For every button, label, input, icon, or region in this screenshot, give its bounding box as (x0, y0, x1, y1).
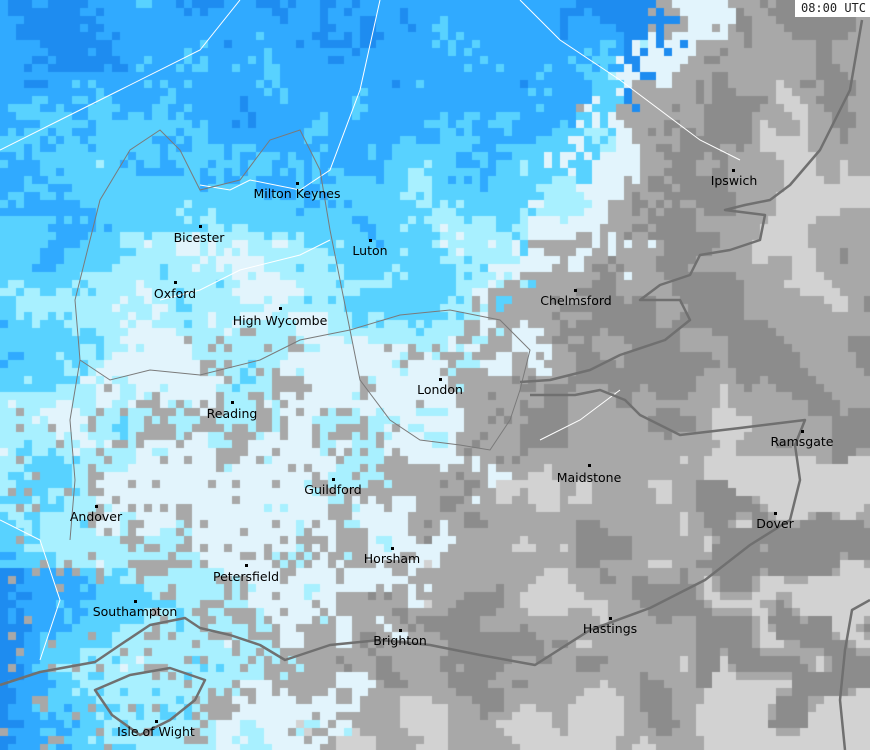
city-label-horsham: Horsham (363, 551, 421, 566)
city-marker (801, 430, 804, 433)
city-label-luton: Luton (352, 243, 388, 258)
coastline (0, 19, 870, 750)
city-label-reading: Reading (206, 406, 258, 421)
city-marker (199, 225, 202, 228)
city-label-brighton: Brighton (373, 633, 427, 648)
city-label-guildford: Guildford (304, 482, 362, 497)
city-label-bicester: Bicester (173, 230, 225, 245)
city-marker (95, 505, 98, 508)
city-marker (231, 401, 234, 404)
city-marker (439, 378, 442, 381)
city-label-petersfield: Petersfield (213, 569, 279, 584)
city-marker (332, 478, 335, 481)
city-marker (732, 169, 735, 172)
city-label-london: London (417, 382, 463, 397)
city-marker (391, 547, 394, 550)
city-label-chelmsford: Chelmsford (540, 293, 612, 308)
city-marker (369, 239, 372, 242)
city-label-high-wycombe: High Wycombe (232, 313, 328, 328)
city-marker (155, 720, 158, 723)
city-label-maidstone: Maidstone (556, 470, 622, 485)
city-marker (774, 512, 777, 515)
city-marker (296, 182, 299, 185)
city-marker (134, 600, 137, 603)
city-marker (279, 307, 282, 310)
city-marker (574, 289, 577, 292)
region-boundaries (0, 0, 741, 661)
city-marker (399, 629, 402, 632)
city-label-milton-keynes: Milton Keynes (253, 186, 341, 201)
city-label-dover: Dover (756, 516, 794, 531)
city-marker (609, 617, 612, 620)
city-marker (588, 464, 591, 467)
city-marker (174, 281, 177, 284)
city-label-oxford: Oxford (153, 286, 197, 301)
city-label-isle-of-wight: Isle of Wight (117, 724, 195, 739)
city-label-ramsgate: Ramsgate (770, 434, 834, 449)
city-label-hastings: Hastings (582, 621, 638, 636)
county-boundaries (69, 129, 531, 541)
city-marker (245, 564, 248, 567)
city-label-ipswich: Ipswich (710, 173, 758, 188)
city-label-southampton: Southampton (92, 604, 178, 619)
city-label-andover: Andover (69, 509, 123, 524)
timestamp-label: 08:00 UTC (794, 0, 870, 17)
